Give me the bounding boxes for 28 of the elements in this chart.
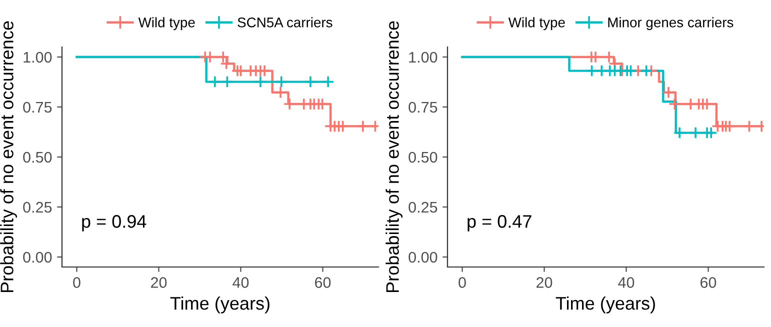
x-tick-label: 20 — [536, 277, 552, 288]
x-tick-label: 0 — [458, 277, 466, 288]
x-tick-label: 20 — [151, 277, 167, 288]
y-tick-label: 0.50 — [23, 152, 52, 163]
y-tick-label: 0.00 — [23, 252, 52, 263]
legend-label: Wild type — [508, 17, 565, 30]
y-tick-label: 0.25 — [23, 202, 52, 213]
y-tick-label: 0.75 — [23, 102, 52, 113]
y-axis-title: Probability of no event occurrence — [386, 21, 402, 292]
y-tick-label: 0.25 — [408, 202, 438, 213]
annotation: p = 0.47 — [468, 215, 532, 232]
x-tick-label: 40 — [618, 277, 634, 288]
x-tick-label: 60 — [315, 277, 331, 288]
annotation: p = 0.94 — [82, 215, 146, 232]
legend-label: Wild type — [138, 17, 195, 30]
y-tick-label: 1.00 — [24, 52, 52, 63]
legend-label: Minor genes carriers — [608, 17, 734, 30]
y-tick-label: 0.75 — [408, 102, 438, 113]
x-tick-label: 40 — [232, 277, 249, 288]
x-axis-title: Time (years) — [170, 296, 270, 314]
legend-label: SCN5A carriers — [238, 17, 332, 28]
y-tick-label: 1.00 — [409, 52, 438, 63]
y-axis-title: Probability of no event occurrence — [0, 21, 17, 292]
x-tick-label: 60 — [700, 277, 716, 288]
y-tick-label: 0.00 — [408, 252, 438, 263]
x-tick-label: 0 — [73, 277, 80, 288]
y-tick-label: 0.50 — [408, 152, 438, 163]
x-axis-title: Time (years) — [556, 296, 655, 314]
